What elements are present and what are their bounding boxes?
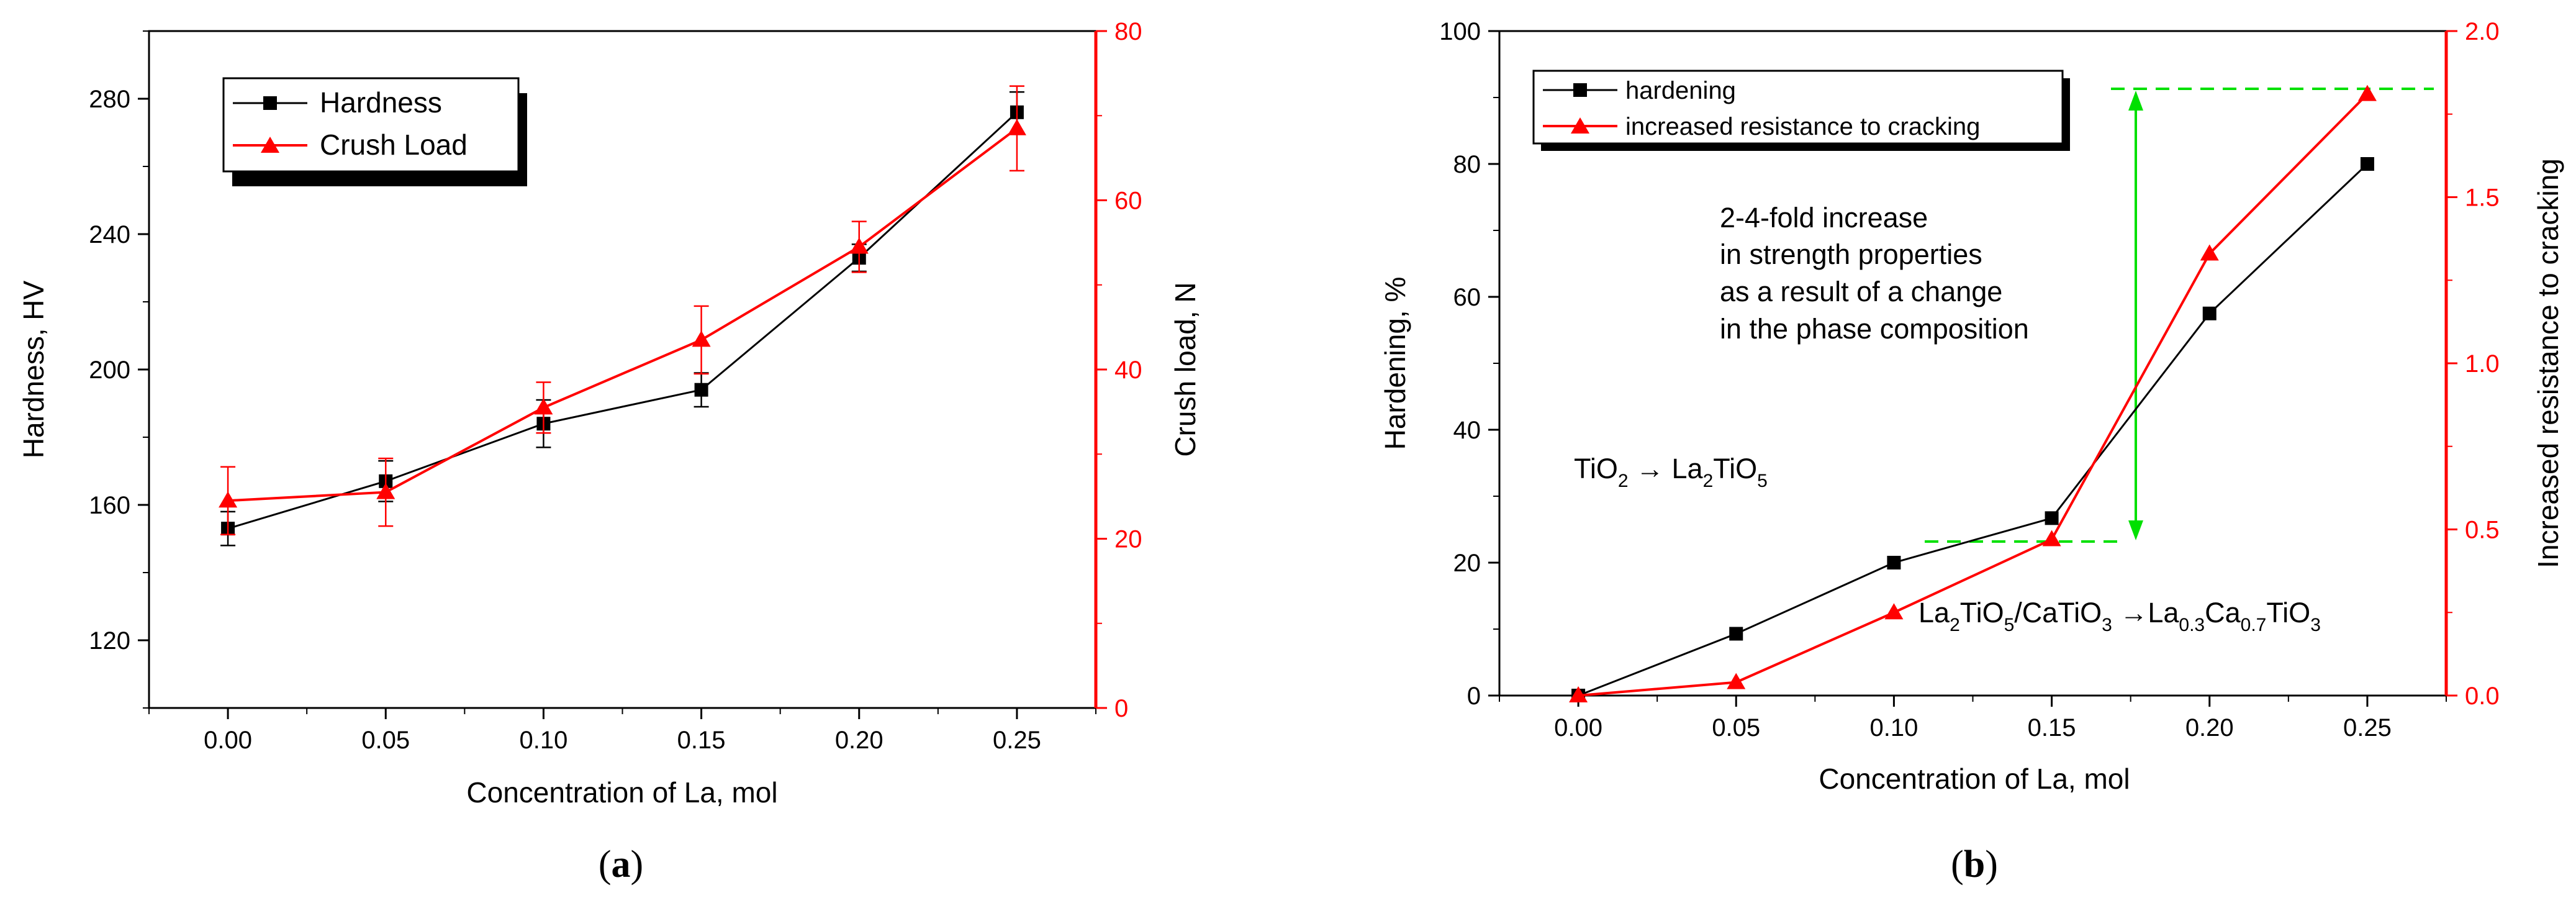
- y-tick-label: 60: [1453, 284, 1481, 311]
- x-tick-label: 0.05: [361, 727, 410, 754]
- x-tick-label: 0.20: [835, 727, 884, 754]
- series-line-triangle: [1578, 93, 2369, 697]
- legend-marker-resistance: [1571, 117, 1589, 134]
- x-axis-label-a: Concentration of La, mol: [466, 776, 777, 809]
- x-tick-label: 0.25: [993, 727, 1041, 754]
- x-tick-label: 0.15: [677, 727, 726, 754]
- y-axis-label-a: Hardness, HV: [17, 281, 50, 459]
- data-point-triangle: [534, 398, 553, 415]
- data-point-triangle: [2042, 530, 2061, 547]
- y2-tick-label: 1.0: [2465, 350, 2500, 378]
- data-point-triangle: [219, 491, 238, 508]
- legend-b: [1532, 70, 2064, 145]
- x-tick-label: 0.05: [1712, 714, 1760, 742]
- y2-tick-label: 0: [1114, 695, 1128, 722]
- y-tick-label: 240: [89, 221, 130, 248]
- x-axis-label-b: Concentration of La, mol: [1819, 763, 2130, 795]
- y-tick-label: 40: [1453, 417, 1481, 444]
- y2-tick-label: 2.0: [2465, 18, 2500, 45]
- data-point-triangle: [849, 237, 869, 254]
- data-point-triangle: [1007, 119, 1026, 135]
- chart-a: 0.00 0.05 0.10 0.15 0.20 0.25 120160200240280…: [17, 18, 1201, 886]
- data-point-square: [694, 383, 708, 397]
- legend-marker-crush-load: [261, 137, 279, 153]
- data-point-triangle: [692, 330, 711, 347]
- y-tick-label: 100: [1439, 18, 1481, 45]
- annotation-arrowhead-down: [2128, 520, 2143, 540]
- y-tick-label: 280: [89, 86, 130, 113]
- y-axis-label-b: Hardening, %: [1379, 277, 1411, 450]
- legend-marker-hardening: [1573, 83, 1587, 97]
- series-line-square: [227, 111, 1018, 530]
- y2-tick-label: 0.0: [2465, 683, 2500, 710]
- legend-label-resistance: increased resistance to cracking: [1625, 113, 1980, 140]
- y2-tick-label: 60: [1114, 188, 1142, 215]
- x-tick-label: 0.15: [2028, 714, 2076, 742]
- y-tick-label: 20: [1453, 550, 1481, 577]
- legend-label-hardening: hardening: [1625, 77, 1736, 104]
- data-point-triangle: [2200, 244, 2219, 261]
- y-ticks-b: 0 20 40 60 80 100: [1439, 18, 1499, 710]
- x-ticks-b: 0.00 0.05 0.10 0.15 0.20 0.25: [1499, 696, 2447, 742]
- data-point-square: [2360, 157, 2374, 171]
- y-tick-label: 80: [1453, 151, 1481, 178]
- series-line-square: [1578, 163, 2368, 697]
- data-point-triangle: [1727, 673, 1746, 689]
- annotation-arrowhead-up: [2128, 91, 2143, 111]
- annotation-phase-transition-1: TiO2 → La2TiO5: [1574, 453, 1768, 491]
- y-tick-label: 200: [89, 356, 130, 384]
- legend-a: [222, 77, 520, 173]
- data-point-triangle: [1569, 686, 1588, 702]
- x-tick-label: 0.25: [2343, 714, 2392, 742]
- y2-ticks-a: 0 20 40 60 80: [1096, 18, 1142, 722]
- y2-tick-label: 0.5: [2465, 517, 2500, 544]
- series-b: [1569, 84, 2377, 702]
- y2-tick-label: 20: [1114, 526, 1142, 553]
- chart-b: 0.00 0.05 0.10 0.15 0.20 0.25 0 20 40 60 80 100 0.…: [1379, 18, 2564, 886]
- x-tick-label: 0.20: [2185, 714, 2234, 742]
- panel-caption-b: (b): [1951, 843, 1998, 886]
- y-ticks-a: 120 160 200 240 280: [89, 30, 149, 709]
- data-point-triangle: [1884, 603, 1904, 620]
- legend-marker-hardness: [263, 96, 277, 110]
- annotation-increase-text: 2-4-fold increase in strength properties…: [1720, 202, 2029, 345]
- x-tick-label: 0.00: [1554, 714, 1602, 742]
- data-point-square: [1887, 556, 1901, 569]
- y2-axis-label-b: Increased resistance to cracking: [2532, 158, 2564, 568]
- x-ticks-a: 0.00 0.05 0.10 0.15 0.20 0.25: [148, 708, 1096, 754]
- data-point-triangle: [2357, 84, 2377, 101]
- series-a: [219, 85, 1026, 547]
- x-tick-label: 0.10: [519, 727, 567, 754]
- annotation-phase-transition-2: La2TiO5/CaTiO3 →La0.3Ca0.7TiO3: [1918, 597, 2321, 635]
- y2-tick-label: 40: [1114, 356, 1142, 384]
- y-tick-label: 0: [1467, 683, 1481, 710]
- y-tick-label: 160: [89, 492, 130, 519]
- y2-axis-label-a: Crush load, N: [1169, 282, 1201, 456]
- legend-label-hardness: Hardness: [320, 86, 442, 119]
- x-tick-label: 0.10: [1869, 714, 1918, 742]
- data-point-square: [1729, 627, 1743, 641]
- data-point-square: [2045, 511, 2059, 525]
- y2-tick-label: 1.5: [2465, 184, 2500, 212]
- panel-caption-a: (a): [599, 843, 643, 886]
- series-line-triangle: [227, 127, 1018, 502]
- x-tick-label: 0.00: [204, 727, 252, 754]
- y2-tick-label: 80: [1114, 18, 1142, 45]
- legend-label-crush-load: Crush Load: [320, 129, 468, 161]
- y2-ticks-b: 0.0 0.5 1.0 1.5 2.0: [2446, 18, 2500, 710]
- y-tick-label: 120: [89, 627, 130, 655]
- data-point-square: [2202, 306, 2217, 320]
- data-point-triangle: [376, 483, 395, 499]
